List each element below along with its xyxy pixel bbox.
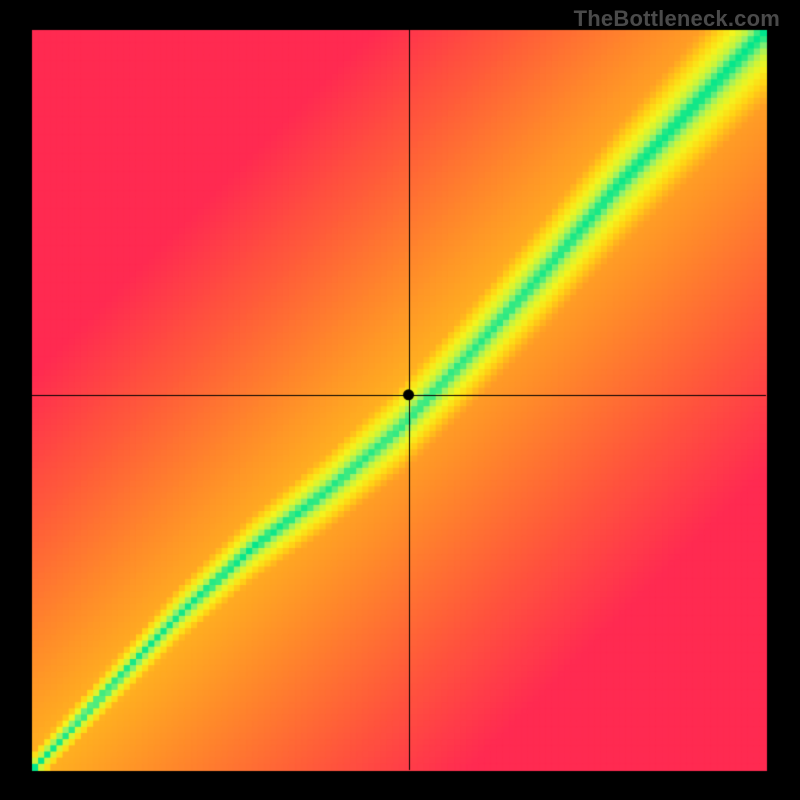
- heatmap-canvas: [0, 0, 800, 800]
- chart-container: TheBottleneck.com: [0, 0, 800, 800]
- watermark-text: TheBottleneck.com: [574, 6, 780, 32]
